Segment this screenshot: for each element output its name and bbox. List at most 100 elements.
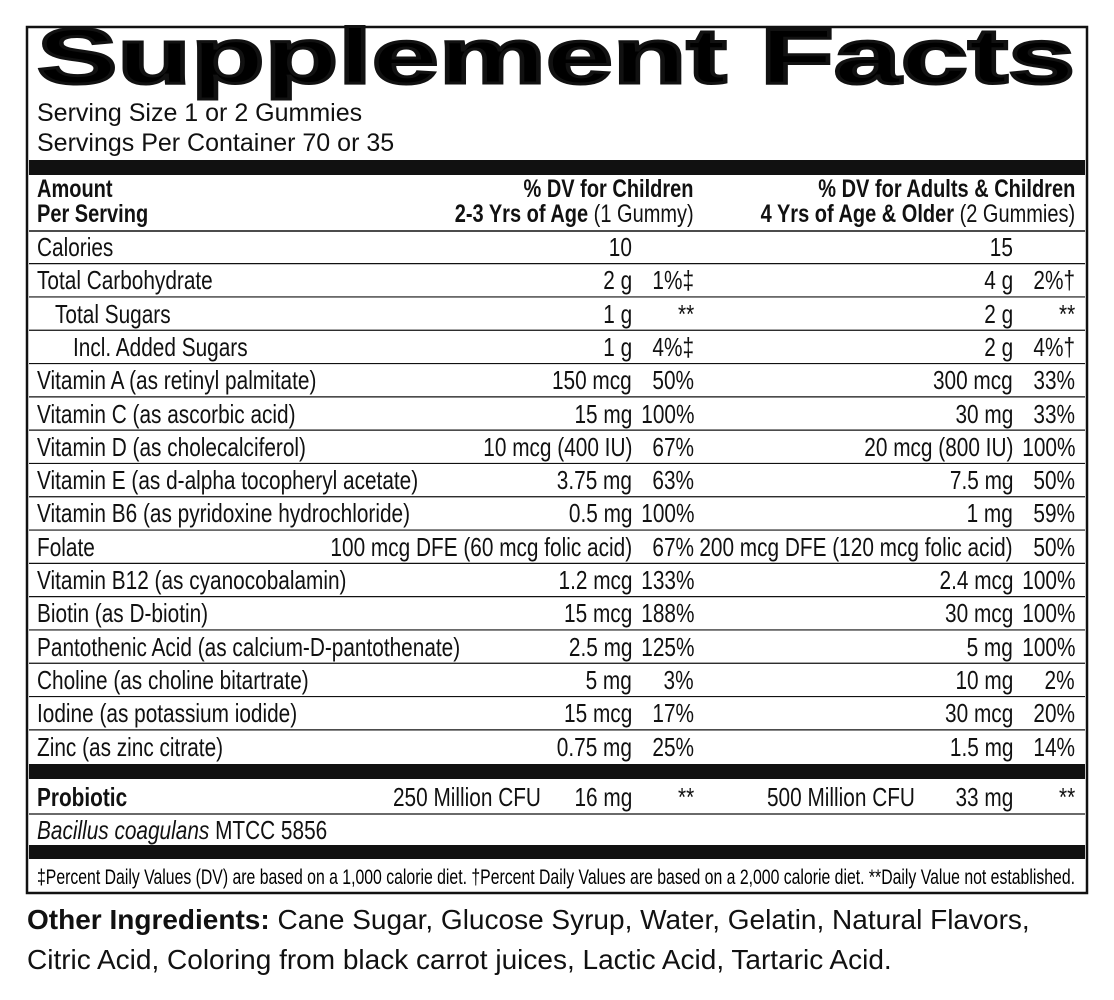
header-adults-age: 4 Yrs of Age & Older (2 Gummies) xyxy=(760,199,1075,229)
child-dv: 100% xyxy=(640,398,694,429)
title: Supplement Facts xyxy=(37,12,1075,100)
child-dv: 67% xyxy=(652,531,694,562)
child-dv: 50% xyxy=(652,365,694,396)
nutrient-name: Total Carbohydrate xyxy=(37,265,213,296)
strain-id: MTCC 5856 xyxy=(215,815,328,845)
child-dv: 17% xyxy=(652,698,694,729)
adult-amount: 30 mcg xyxy=(944,598,1013,629)
child-amount: 16 mg xyxy=(574,782,632,812)
child-amount: 15 mcg xyxy=(563,598,632,629)
adult-amount: 2 g xyxy=(984,298,1013,329)
child-dv: ** xyxy=(677,782,694,812)
nutrient-name: Iodine (as potassium iodide) xyxy=(37,698,298,729)
adult-dv: 100% xyxy=(1021,431,1075,462)
child-dv: 3% xyxy=(663,664,694,695)
adults-age: 4 Yrs of Age & Older xyxy=(760,200,954,228)
adult-amount: 1 mg xyxy=(966,498,1013,529)
adult-amount: 30 mcg xyxy=(944,698,1013,729)
adult-amount: 1.5 mg xyxy=(949,731,1013,762)
children-qty: (1 Gummy) xyxy=(594,200,694,228)
nutrient-name: Choline (as choline bitartrate) xyxy=(37,664,309,695)
nutrient-name: Vitamin A (as retinyl palmitate) xyxy=(37,365,317,396)
child-dv: 63% xyxy=(652,465,694,496)
nutrient-name: Incl. Added Sugars xyxy=(73,331,248,362)
nutrient-name: Pantothenic Acid (as calcium-D-pantothen… xyxy=(37,631,461,662)
serving-size: Serving Size 1 or 2 Gummies xyxy=(37,99,363,127)
child-dv: ** xyxy=(677,298,694,329)
adult-dv: 33% xyxy=(1033,398,1075,429)
child-amount: 3.75 mg xyxy=(556,465,632,496)
adult-dv: 100% xyxy=(1021,565,1075,595)
adult-dv: ** xyxy=(1058,298,1075,329)
child-amount: 0.75 mg xyxy=(556,731,632,762)
adult-dv: 20% xyxy=(1033,698,1075,729)
strain: Bacillus coagulans MTCC 5856 xyxy=(37,815,327,845)
nutrient-name: Vitamin E (as d-alpha tocopheryl acetate… xyxy=(37,465,419,496)
other-ingredients-label: Other Ingredients: xyxy=(27,904,270,935)
adult-amount: 20 mcg (800 IU) xyxy=(863,431,1013,462)
header-amount: Amount xyxy=(37,175,113,203)
adult-amount: 300 mcg xyxy=(933,365,1013,396)
child-dv: 100% xyxy=(640,498,694,529)
child-amount: 15 mcg xyxy=(563,698,632,729)
thick-bar xyxy=(29,160,1085,175)
nutrient-name: Vitamin B6 (as pyridoxine hydrochloride) xyxy=(37,498,411,529)
child-amount: 150 mcg xyxy=(552,365,632,396)
adult-amount: 4 g xyxy=(984,265,1013,296)
footnote: ‡Percent Daily Values (DV) are based on … xyxy=(37,866,1075,889)
nutrient-name: Vitamin D (as cholecalciferol) xyxy=(37,431,306,462)
adult-amount: 15 xyxy=(989,232,1013,262)
adult-dv: 100% xyxy=(1021,598,1075,629)
children-age: 2-3 Yrs of Age xyxy=(455,200,589,228)
child-amount: 10 mcg (400 IU) xyxy=(482,431,632,462)
child-dv: 188% xyxy=(640,598,694,629)
child-count: 250 Million CFU xyxy=(393,782,541,812)
child-amount: 1.2 mcg xyxy=(558,565,632,595)
child-amount: 1 g xyxy=(603,331,632,362)
nutrient-name: Vitamin C (as ascorbic acid) xyxy=(37,398,296,429)
adult-dv: 4%† xyxy=(1033,331,1075,362)
adult-amount: 5 mg xyxy=(966,631,1013,662)
adult-amount: 2.4 mcg xyxy=(939,565,1013,595)
servings-per-container: Servings Per Container 70 or 35 xyxy=(37,129,395,157)
child-dv: 125% xyxy=(640,631,694,662)
adult-amount: 2 g xyxy=(984,331,1013,362)
adult-dv: 50% xyxy=(1033,465,1075,496)
adult-dv: 14% xyxy=(1033,731,1075,762)
nutrient-name: Calories xyxy=(37,232,114,262)
child-amount: 15 mg xyxy=(574,398,632,429)
strain-name: Bacillus coagulans xyxy=(37,815,210,845)
nutrient-name: Vitamin B12 (as cyanocobalamin) xyxy=(37,565,347,595)
adult-dv: 100% xyxy=(1021,631,1075,662)
adult-amount: 33 mg xyxy=(955,782,1013,812)
child-amount: 100 mcg DFE (60 mcg folic acid) xyxy=(330,531,632,562)
other-ingredients: Other Ingredients: Cane Sugar, Glucose S… xyxy=(27,900,1099,980)
child-dv: 4%‡ xyxy=(652,331,694,362)
header-children-age: 2-3 Yrs of Age (1 Gummy) xyxy=(455,199,694,229)
adult-dv: ** xyxy=(1058,782,1075,812)
adult-dv: 59% xyxy=(1033,498,1075,529)
nutrient-name: Total Sugars xyxy=(55,298,171,329)
child-amount: 10 xyxy=(608,232,632,262)
probiotic-name: Probiotic xyxy=(37,782,128,812)
adult-amount: 30 mg xyxy=(955,398,1013,429)
adult-amount: 7.5 mg xyxy=(949,465,1013,496)
header-adults: % DV for Adults & Children xyxy=(817,175,1075,203)
nutrient-name: Zinc (as zinc citrate) xyxy=(37,731,224,762)
thick-bar xyxy=(29,845,1085,859)
child-amount: 5 mg xyxy=(585,664,632,695)
child-dv: 1%‡ xyxy=(652,265,694,296)
nutrient-name: Biotin (as D-biotin) xyxy=(37,598,209,629)
border xyxy=(25,25,1089,895)
adult-dv: 2%† xyxy=(1033,265,1075,296)
header-children: % DV for Children xyxy=(523,175,694,203)
adult-dv: 50% xyxy=(1033,531,1075,562)
other-ingredients-text: Cane Sugar, Glucose Syrup, Water, Gelati… xyxy=(27,904,1030,975)
child-amount: 2.5 mg xyxy=(568,631,632,662)
adults-qty: (2 Gummies) xyxy=(959,200,1075,228)
nutrient-name: Folate xyxy=(37,531,95,562)
header-per-serving: Per Serving xyxy=(37,200,149,228)
thick-bar xyxy=(29,764,1085,779)
child-dv: 25% xyxy=(652,731,694,762)
